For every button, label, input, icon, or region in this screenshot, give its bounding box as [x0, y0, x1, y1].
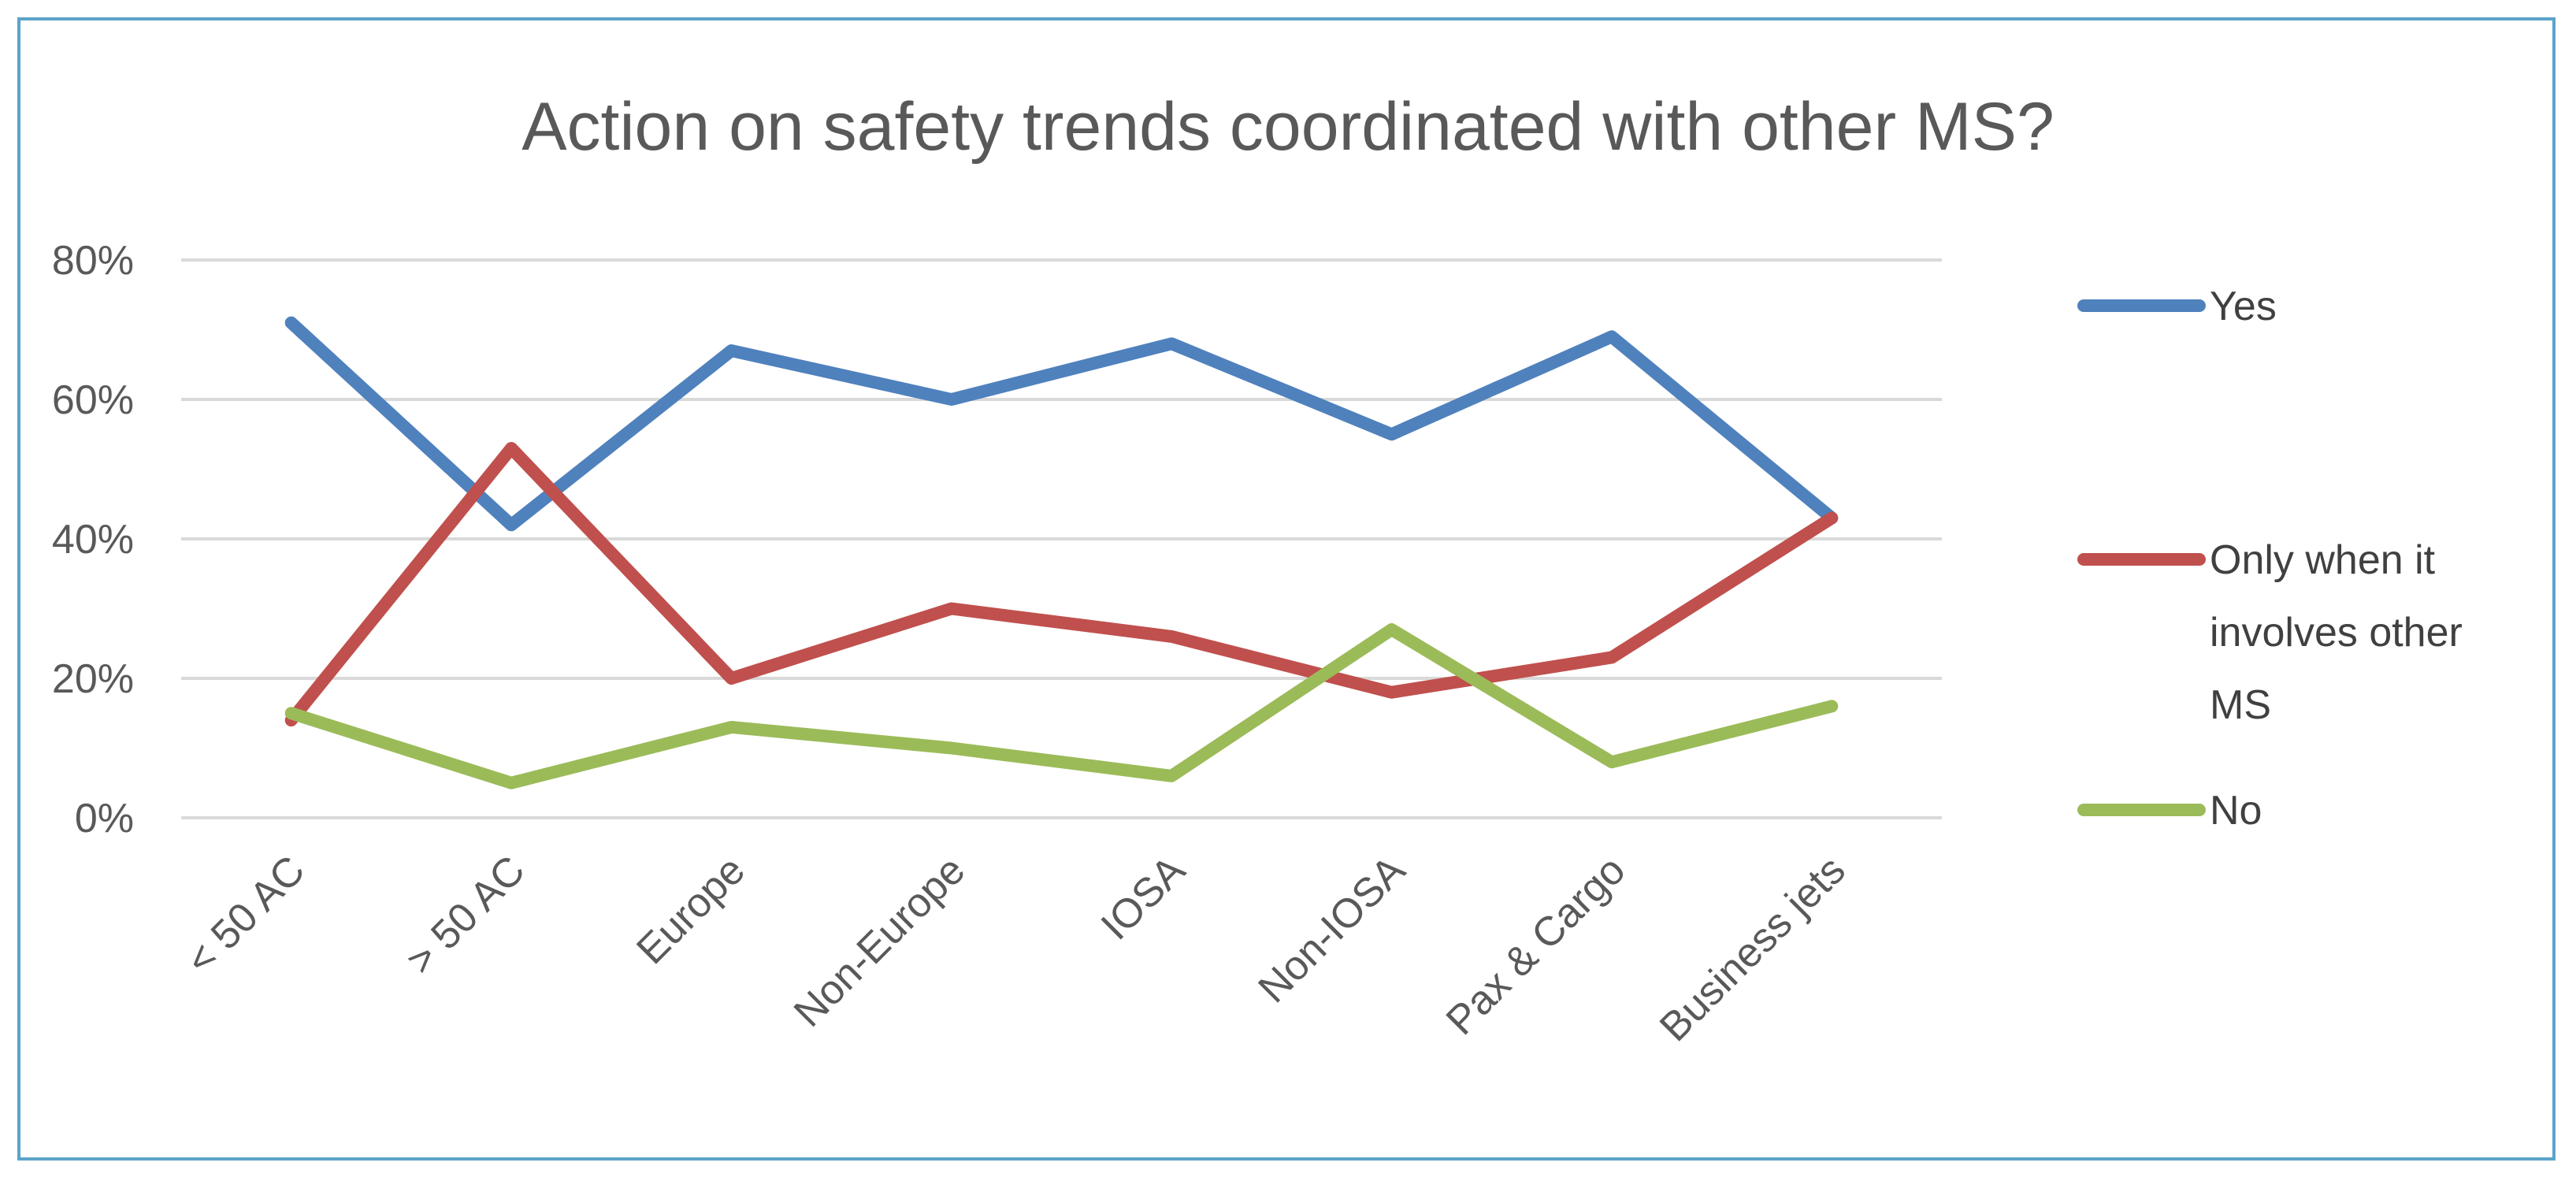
- legend-label: Yes: [2210, 284, 2277, 329]
- x-tick-label: > 50 AC: [398, 847, 534, 983]
- chart-frame: [17, 17, 2556, 1161]
- y-tick-label: 0%: [75, 796, 134, 841]
- y-tick-label: 80%: [52, 238, 134, 284]
- series-lines: [284, 316, 1839, 789]
- x-tick-label: Non-Europe: [785, 847, 974, 1035]
- legend-label-line: MS: [2210, 682, 2271, 728]
- legend-label-line: involves other: [2210, 610, 2463, 655]
- x-tick-label: Non-IOSA: [1249, 847, 1414, 1012]
- x-tick-label: Europe: [628, 847, 754, 973]
- y-tick-label: 20%: [52, 656, 134, 702]
- x-tick-label: Pax & Cargo: [1438, 847, 1634, 1043]
- legend-label: Only when it involves other MS: [2210, 537, 2463, 728]
- y-tick-label: 60%: [52, 377, 134, 423]
- x-axis-ticks: < 50 AC > 50 AC Europe Non-Europe IOSA Non-IO…: [177, 847, 1854, 1050]
- y-tick-label: 40%: [52, 517, 134, 563]
- x-tick-label: Business jets: [1651, 847, 1854, 1050]
- legend-label-line: Only when it: [2210, 537, 2436, 583]
- x-tick-label: < 50 AC: [177, 847, 314, 983]
- x-tick-label: IOSA: [1093, 847, 1194, 949]
- series-line-yes: [284, 316, 1839, 532]
- legend: Yes Only when it involves other MS No: [2077, 284, 2463, 834]
- series-line-no: [284, 623, 1839, 789]
- legend-label: No: [2210, 788, 2262, 834]
- gridlines: [181, 258, 1942, 819]
- chart-title: Action on safety trends coordinated with…: [522, 89, 2054, 165]
- series-line-only-when-it-involves-other-ms: [284, 441, 1839, 727]
- y-axis-ticks: 0% 20% 40% 60% 80%: [52, 238, 134, 841]
